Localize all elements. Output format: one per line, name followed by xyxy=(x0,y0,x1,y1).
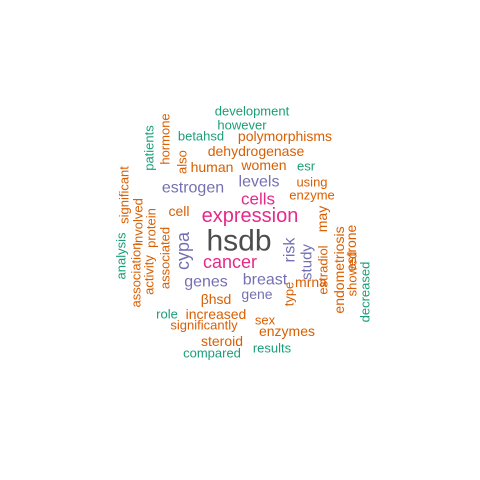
word-hormone: hormone xyxy=(158,113,173,164)
word-sex: sex xyxy=(255,313,276,328)
word-compared: compared xyxy=(183,346,241,361)
word-study: study xyxy=(299,244,316,280)
word-development: development xyxy=(215,104,290,119)
word-involved: involved xyxy=(131,198,146,246)
word-activity: activity xyxy=(142,255,157,295)
word-increased: increased xyxy=(186,306,247,322)
word-beta-hsd: βhsd xyxy=(201,291,232,307)
word-significant: significant xyxy=(117,166,132,224)
word-showed: showed xyxy=(345,252,360,297)
word-results: results xyxy=(253,341,292,356)
word-gene: gene xyxy=(241,286,272,302)
word-cell: cell xyxy=(168,203,189,219)
word-genes: genes xyxy=(184,274,228,291)
word-using: using xyxy=(296,175,327,190)
word-polymorphisms: polymorphisms xyxy=(238,128,332,144)
word-levels: levels xyxy=(239,174,280,191)
word-cypa: cypa xyxy=(173,231,193,270)
word-risk: risk xyxy=(282,237,299,263)
word-role: role xyxy=(156,307,178,322)
word-human: human xyxy=(191,159,234,175)
word-association: association xyxy=(129,242,144,307)
word-estrone: estrone xyxy=(343,224,359,271)
word-may: may xyxy=(314,206,330,232)
word-analysis: analysis xyxy=(114,232,129,279)
word-dehydrogenase: dehydrogenase xyxy=(208,143,305,159)
word-esr: esr xyxy=(297,159,316,174)
word-associated: associated xyxy=(158,227,173,289)
word-endometriosis: endometriosis xyxy=(331,226,347,313)
word-cells: cells xyxy=(241,190,275,209)
word-breast: breast xyxy=(243,272,288,289)
word-betahsd: betahsd xyxy=(178,129,224,144)
word-hsdb: hsdb xyxy=(206,225,271,258)
word-expression: expression xyxy=(202,205,299,227)
word-mrna: mrna xyxy=(295,274,327,290)
word-estrogen: estrogen xyxy=(162,180,224,197)
word-enzyme: enzyme xyxy=(289,188,335,203)
word-decreased: decreased xyxy=(358,262,373,323)
word-women: women xyxy=(240,157,286,173)
word-protein: protein xyxy=(144,208,159,248)
word-steroid: steroid xyxy=(201,333,243,349)
word-significantly: significantly xyxy=(170,318,238,333)
word-however: however xyxy=(217,118,267,133)
word-type: type xyxy=(282,282,297,307)
word-cancer: cancer xyxy=(203,252,257,272)
word-estradiol: estradiol xyxy=(316,245,331,294)
word-enzymes: enzymes xyxy=(259,323,315,339)
word-also: also xyxy=(175,150,190,174)
word-patients: patients xyxy=(142,125,157,171)
